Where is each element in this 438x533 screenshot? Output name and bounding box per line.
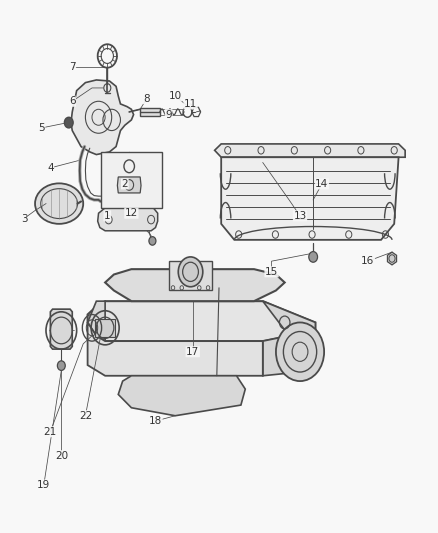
Polygon shape [50, 309, 72, 349]
Text: 10: 10 [169, 91, 182, 101]
Text: 8: 8 [143, 94, 150, 103]
Polygon shape [71, 80, 134, 155]
Text: 3: 3 [21, 214, 28, 223]
Text: 11: 11 [184, 99, 197, 109]
Circle shape [57, 361, 65, 370]
Text: 9: 9 [165, 110, 172, 119]
Text: 13: 13 [293, 211, 307, 221]
Text: 20: 20 [55, 451, 68, 461]
Polygon shape [263, 301, 315, 376]
Circle shape [276, 322, 324, 381]
Polygon shape [118, 376, 245, 416]
Bar [95, 319, 115, 337]
Bar [169, 261, 212, 290]
Circle shape [178, 257, 203, 287]
Circle shape [309, 252, 318, 262]
Ellipse shape [35, 183, 83, 224]
Polygon shape [215, 144, 405, 157]
Polygon shape [88, 322, 263, 376]
Text: 21: 21 [44, 427, 57, 437]
Text: 2: 2 [121, 179, 128, 189]
Polygon shape [98, 208, 158, 231]
Circle shape [64, 117, 73, 128]
Text: 4: 4 [47, 163, 54, 173]
Polygon shape [88, 301, 105, 341]
Bar [101, 152, 162, 208]
Text: 19: 19 [37, 480, 50, 490]
Text: 16: 16 [361, 256, 374, 266]
Polygon shape [221, 157, 399, 240]
Text: 14: 14 [315, 179, 328, 189]
Text: 1: 1 [104, 211, 111, 221]
Text: 18: 18 [149, 416, 162, 426]
Circle shape [149, 237, 156, 245]
Text: 17: 17 [186, 347, 199, 357]
Text: 7: 7 [69, 62, 76, 71]
Text: 5: 5 [38, 123, 45, 133]
Polygon shape [105, 269, 285, 301]
Polygon shape [88, 301, 315, 341]
Text: 6: 6 [69, 96, 76, 106]
Polygon shape [388, 252, 396, 265]
Text: 15: 15 [265, 267, 278, 277]
Text: 12: 12 [125, 208, 138, 218]
Bar [140, 108, 160, 116]
Text: 22: 22 [79, 411, 92, 421]
Polygon shape [117, 177, 141, 193]
